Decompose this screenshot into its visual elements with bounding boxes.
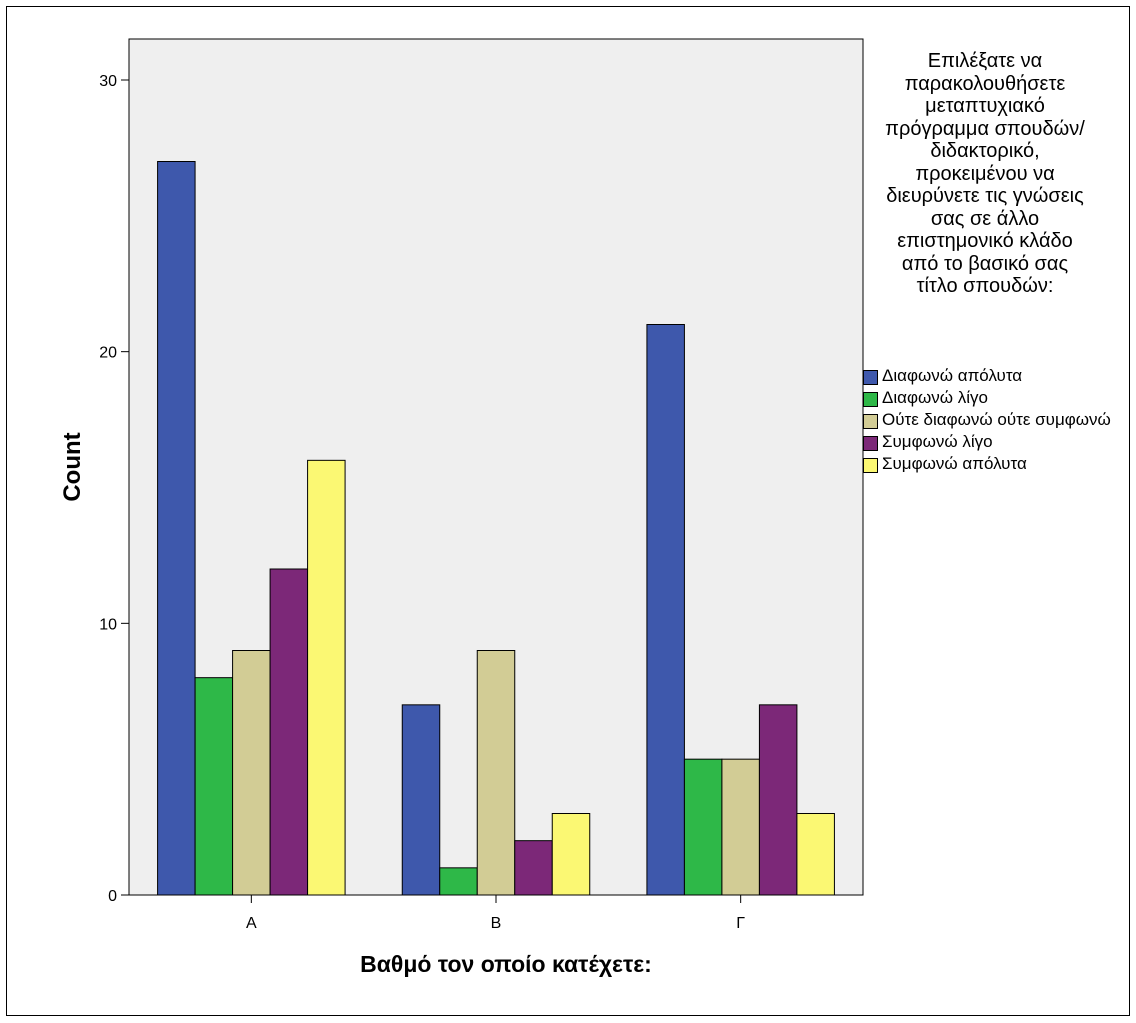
bar-3-2: [683, 758, 723, 896]
bar-2-4: [514, 840, 553, 896]
bar-1-4: [269, 568, 309, 896]
legend: Διαφωνώ απόλυτα Διαφωνώ λίγο Ούτε διαφωνώ …: [863, 367, 1133, 477]
bar-2-2: [439, 867, 478, 896]
bar-3-4: [758, 704, 798, 896]
x-tick-label: Α: [246, 915, 257, 932]
bar-3-5: [796, 813, 835, 896]
x-tick-label: Β: [491, 915, 502, 932]
legend-swatch: [863, 458, 878, 473]
legend-item-2: Διαφωνώ λίγο: [863, 389, 1133, 407]
y-tick-label: 30: [99, 73, 117, 90]
legend-label: Συμφωνώ λίγο: [882, 432, 993, 451]
bar-3-1: [646, 324, 685, 896]
legend-swatch: [863, 436, 878, 451]
legend-swatch: [863, 392, 878, 407]
legend-item-1: Διαφωνώ απόλυτα: [863, 367, 1133, 385]
legend-label: Ούτε διαφωνώ ούτε συμφωνώ: [882, 410, 1111, 429]
chart-frame: [6, 6, 1130, 1016]
bar-2-5: [551, 813, 591, 896]
bar-1-3: [232, 650, 271, 896]
legend-label: Διαφωνώ λίγο: [882, 388, 988, 407]
bar-1-2: [194, 677, 234, 896]
legend-item-3: Ούτε διαφωνώ ούτε συμφωνώ: [863, 411, 1133, 429]
legend-swatch: [863, 370, 878, 385]
bar-3-3: [721, 758, 760, 896]
legend-label: Διαφωνώ απόλυτα: [882, 366, 1023, 385]
legend-title: Επιλέξατε να παρακολουθήσετε μεταπτυχιακ…: [885, 50, 1085, 297]
y-tick-label: 20: [99, 345, 117, 362]
x-axis: Α Β Γ: [246, 895, 745, 932]
y-tick-label: 10: [99, 616, 117, 633]
bar-1-5: [307, 459, 346, 896]
x-tick-label: Γ: [736, 915, 745, 932]
y-axis: 0 10 20 30: [99, 73, 129, 905]
legend-item-5: Συμφωνώ απόλυτα: [863, 455, 1133, 473]
bar-2-1: [401, 704, 441, 896]
x-axis-title: Βαθμό τον οποίο κατέχετε:: [360, 951, 652, 977]
legend-swatch: [863, 414, 878, 429]
bar-2-3: [476, 650, 516, 896]
legend-label: Συμφωνώ απόλυτα: [882, 454, 1027, 473]
y-axis-title: Count: [59, 432, 86, 501]
bars-layer: [157, 161, 835, 896]
y-tick-label: 0: [108, 888, 117, 905]
legend-item-4: Συμφωνώ λίγο: [863, 433, 1133, 451]
bar-1-1: [157, 161, 196, 896]
